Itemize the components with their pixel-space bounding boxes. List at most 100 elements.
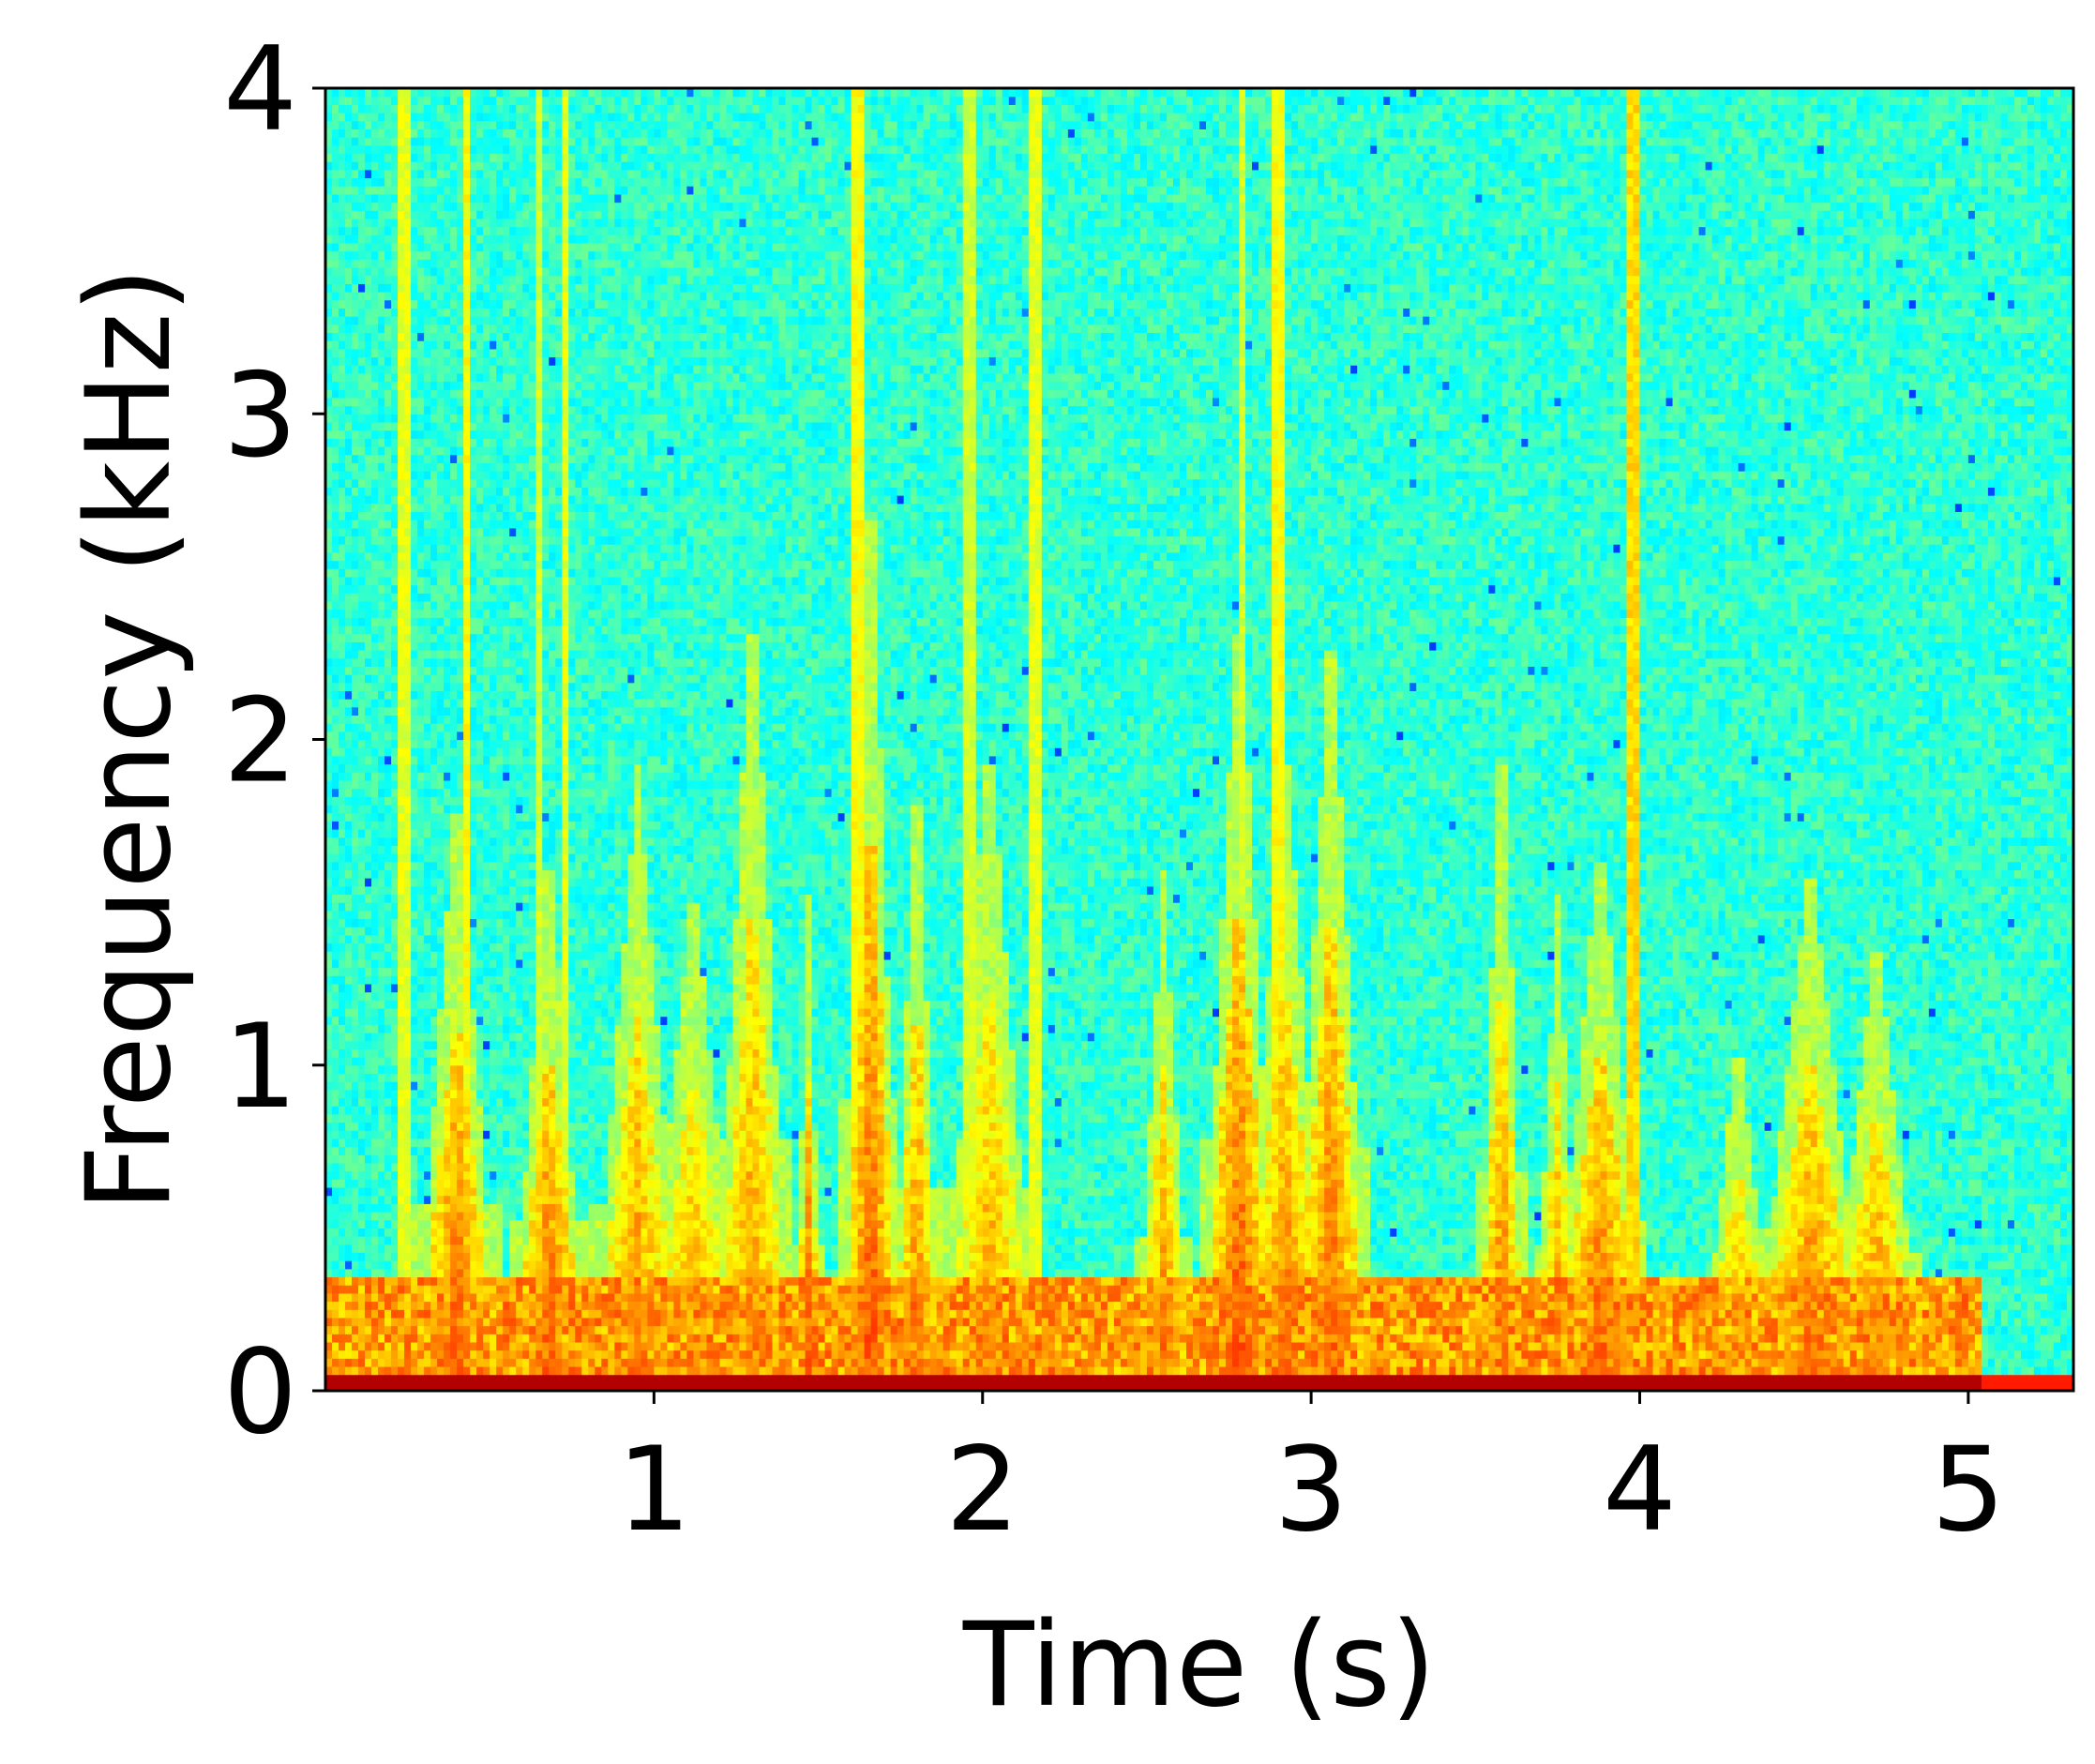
heatmap-cell bbox=[339, 1220, 346, 1229]
heatmap-cell bbox=[332, 610, 339, 618]
heatmap-cell bbox=[345, 610, 353, 618]
heatmap-cell bbox=[345, 153, 353, 161]
heatmap-cell bbox=[332, 943, 339, 952]
heatmap-cell bbox=[339, 789, 346, 797]
heatmap-cell bbox=[352, 479, 359, 488]
heatmap-cell bbox=[339, 610, 346, 618]
heatmap-cell bbox=[345, 666, 353, 674]
heatmap-cell bbox=[332, 462, 339, 471]
heatmap-cell bbox=[345, 617, 353, 626]
heatmap-cell bbox=[339, 194, 346, 203]
heatmap-cell bbox=[339, 422, 346, 430]
heatmap-cell bbox=[345, 943, 353, 952]
heatmap-cell bbox=[332, 438, 339, 446]
heatmap-cell bbox=[332, 511, 339, 520]
heatmap-cell bbox=[345, 292, 353, 300]
heatmap-cell bbox=[339, 292, 346, 300]
heatmap-cell bbox=[332, 234, 339, 243]
heatmap-cell bbox=[332, 210, 339, 219]
heatmap-cell bbox=[339, 935, 346, 943]
heatmap-cell bbox=[332, 805, 339, 813]
heatmap-cell bbox=[352, 853, 359, 862]
heatmap-cell bbox=[339, 1212, 346, 1220]
heatmap-cell bbox=[332, 1375, 339, 1383]
heatmap-cell bbox=[339, 1017, 346, 1025]
heatmap-cell bbox=[345, 1000, 353, 1008]
heatmap-cell bbox=[332, 283, 339, 292]
heatmap-cell bbox=[345, 1309, 353, 1318]
heatmap-cell bbox=[332, 1350, 339, 1359]
heatmap-cell bbox=[345, 194, 353, 203]
heatmap-cell bbox=[345, 1065, 353, 1074]
heatmap-cell bbox=[332, 568, 339, 577]
heatmap-cell bbox=[345, 789, 353, 797]
heatmap-cell bbox=[352, 1024, 359, 1033]
heatmap-cell bbox=[345, 935, 353, 943]
heatmap-cell bbox=[345, 626, 353, 634]
heatmap-cell bbox=[332, 471, 339, 479]
heatmap-cell bbox=[339, 121, 346, 129]
heatmap-cell bbox=[339, 145, 346, 154]
heatmap-cell bbox=[345, 113, 353, 121]
heatmap-cell bbox=[332, 707, 339, 716]
heatmap-cell bbox=[352, 389, 359, 398]
heatmap-cell bbox=[352, 959, 359, 968]
heatmap-cell bbox=[345, 715, 353, 723]
heatmap-cell bbox=[352, 1334, 359, 1342]
heatmap-cell bbox=[345, 837, 353, 846]
heatmap-cell bbox=[332, 128, 339, 137]
heatmap-cell bbox=[339, 153, 346, 161]
heatmap-cell bbox=[339, 805, 346, 813]
heatmap-cell bbox=[345, 495, 353, 504]
heatmap-cell bbox=[339, 707, 346, 716]
heatmap-cell bbox=[339, 1375, 346, 1383]
heatmap-cell bbox=[339, 968, 346, 976]
heatmap-cell bbox=[339, 1000, 346, 1008]
heatmap-cell bbox=[352, 577, 359, 585]
heatmap-cell bbox=[352, 610, 359, 618]
heatmap-cell bbox=[345, 862, 353, 870]
heatmap-cell bbox=[352, 1000, 359, 1008]
heatmap-cell bbox=[339, 1196, 346, 1204]
heatmap-cell bbox=[352, 585, 359, 594]
heatmap-cell bbox=[345, 568, 353, 577]
heatmap-cell bbox=[339, 984, 346, 992]
heatmap-cell bbox=[352, 650, 359, 658]
heatmap-cell bbox=[339, 674, 346, 683]
heatmap-cell bbox=[352, 1041, 359, 1049]
heatmap-cell bbox=[345, 764, 353, 773]
plot-area bbox=[325, 88, 2074, 1392]
heatmap-cell bbox=[345, 707, 353, 716]
heatmap-cell bbox=[332, 170, 339, 178]
heatmap-cell bbox=[332, 267, 339, 276]
heatmap-cell bbox=[345, 283, 353, 292]
heatmap-cell bbox=[339, 1334, 346, 1342]
heatmap-cell bbox=[345, 1350, 353, 1359]
heatmap-cell bbox=[345, 203, 353, 211]
heatmap-cell bbox=[352, 666, 359, 674]
heatmap-cell bbox=[352, 699, 359, 707]
heatmap-cell bbox=[345, 544, 353, 552]
heatmap-cell bbox=[352, 356, 359, 365]
heatmap-cell bbox=[352, 813, 359, 822]
heatmap-cell bbox=[352, 1285, 359, 1293]
heatmap-cell bbox=[339, 504, 346, 512]
heatmap-cell bbox=[345, 1252, 353, 1260]
heatmap-cell bbox=[332, 300, 339, 309]
heatmap-cell bbox=[332, 789, 339, 797]
heatmap-cell bbox=[339, 406, 346, 415]
heatmap-cell bbox=[332, 731, 339, 740]
heatmap-cell bbox=[332, 259, 339, 267]
heatmap-cell bbox=[339, 1318, 346, 1326]
heatmap-cell bbox=[332, 194, 339, 203]
heatmap-cell bbox=[332, 455, 339, 463]
heatmap-cell bbox=[345, 398, 353, 406]
heatmap-cell bbox=[352, 951, 359, 959]
heatmap-cell bbox=[345, 1008, 353, 1017]
heatmap-cell bbox=[352, 406, 359, 415]
heatmap-cell bbox=[332, 1065, 339, 1074]
heatmap-cell bbox=[332, 1269, 339, 1277]
heatmap-cell bbox=[339, 455, 346, 463]
heatmap-cell bbox=[352, 927, 359, 935]
heatmap-cell bbox=[352, 992, 359, 1001]
